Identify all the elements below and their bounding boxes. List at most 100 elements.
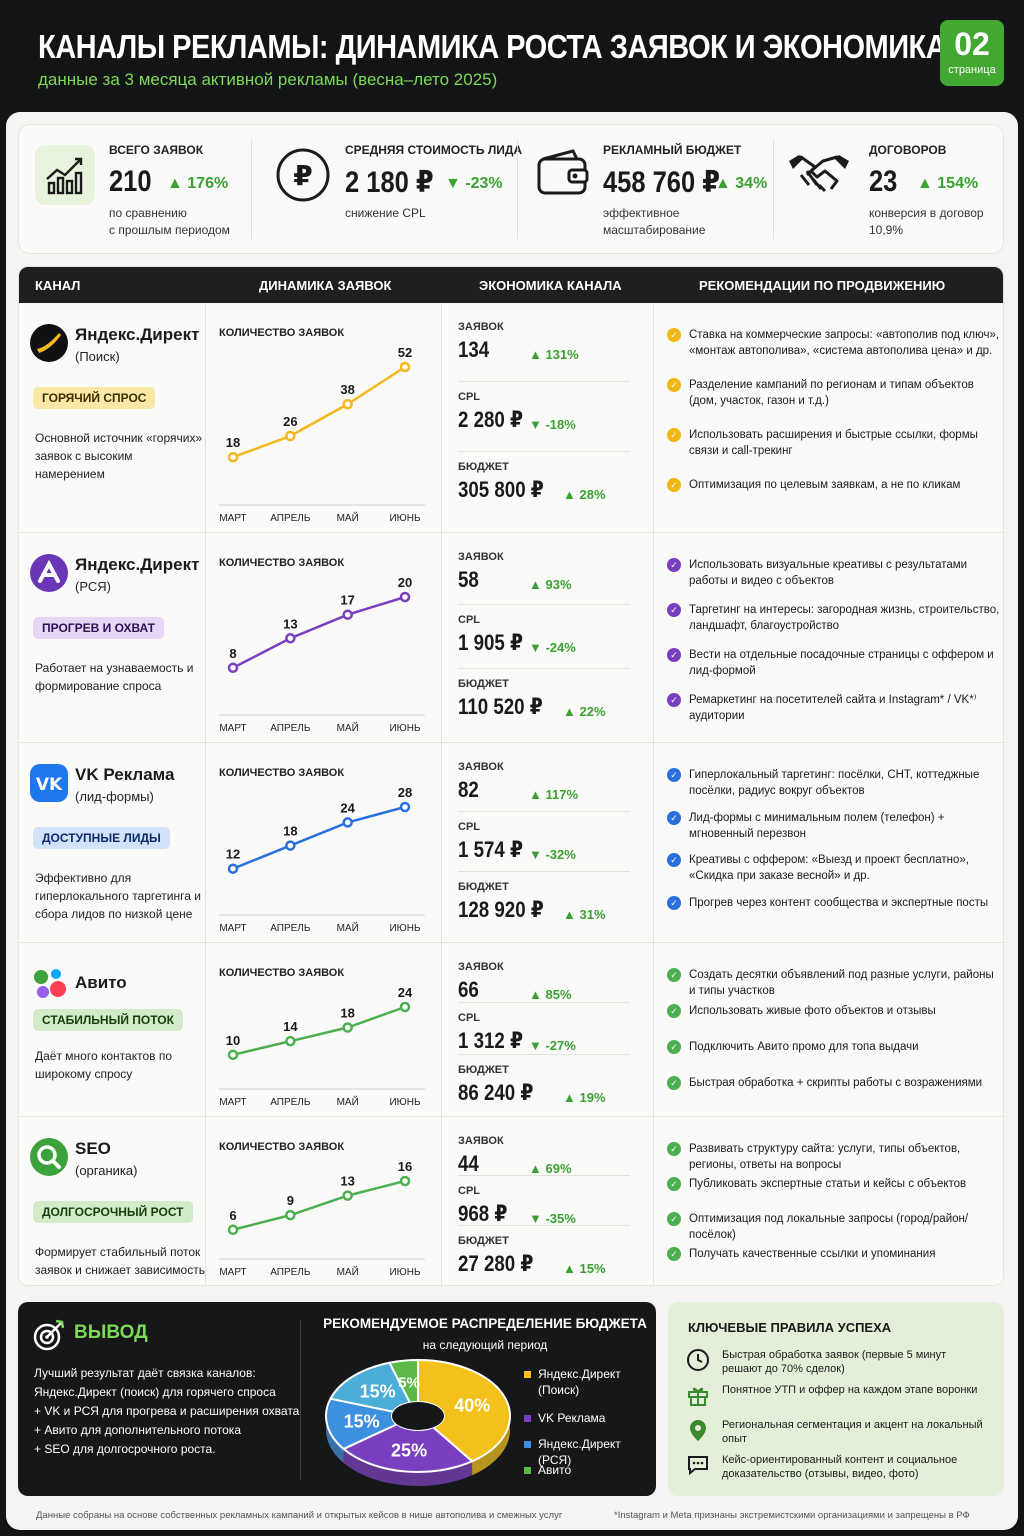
pie-slice-label: 5%: [398, 1375, 420, 1392]
channel-economics: ЗАЯВОК 44 ▲ 69% CPL 968 ₽ ▼ -35% БЮДЖЕТ 27 280 …: [443, 1117, 630, 1285]
chart-data-label: 52: [398, 345, 412, 360]
chart-title: КОЛИЧЕСТВО ЗАЯВОК: [219, 967, 345, 979]
eco-leads-change: ▲ 131%: [529, 347, 579, 362]
chart-point: [399, 361, 411, 373]
chart-data-label: 18: [283, 824, 297, 839]
eco-leads-label: ЗАЯВОК: [458, 761, 504, 773]
column-divider: [653, 303, 654, 532]
leads-chart: КОЛИЧЕСТВО ЗАЯВОК 6 МАРТ 9 АПРЕЛЬ 13 МАЙ 16 ИЮНЬ: [219, 1141, 429, 1281]
rule-text: Региональная сегментация и акцент на лок…: [722, 1419, 983, 1445]
kpi-value: 2 180 ₽: [345, 166, 434, 199]
kpi-change: ▼ -23%: [445, 175, 503, 192]
checkmark-icon: ✓: [667, 378, 681, 392]
recommendation-item: ✓ Разделение кампаний по регионам и типам…: [667, 377, 1003, 409]
column-divider: [441, 943, 442, 1116]
kpi-label: ВСЕГО ЗАЯВОК: [109, 143, 204, 157]
channel-logo-icon: [29, 963, 69, 1003]
table-row: Яндекс.Директ (Поиск) ГОРЯЧИЙ СПРОС Основно…: [19, 303, 1003, 533]
kpi-note: эффективное: [603, 206, 680, 220]
eco-separator: [458, 381, 630, 382]
channel-description: Формирует стабильный поток заявок и сниж…: [35, 1245, 205, 1285]
eco-leads-change: ▲ 85%: [529, 987, 572, 1002]
recommendation-item: ✓ Подключить Авито промо для топа выдачи: [667, 1039, 1003, 1055]
recommendation-item: ✓ Таргетинг на интересы: загородная жизнь…: [667, 602, 1003, 634]
chart-month-label: МАРТ: [219, 1267, 246, 1278]
chart-point: [227, 451, 239, 463]
chart-line: [232, 365, 406, 459]
ruble-icon: ₽: [273, 145, 333, 205]
channel-logo-icon: VK: [29, 763, 69, 803]
pie-slice-label: 15%: [360, 1381, 396, 1401]
column-divider: [441, 1117, 442, 1285]
chart-point: [285, 633, 296, 644]
chart-point: [285, 1209, 296, 1221]
recommendation-item: ✓ Вести на отдельные посадочные страницы …: [667, 647, 1003, 679]
legend-swatch: [524, 1371, 531, 1378]
recommendation-text: Ремаркетинг на посетителей сайта и Insta…: [689, 694, 977, 722]
recommendation-item: ✓ Публиковать экспертные статьи и кейсы с…: [667, 1176, 1003, 1192]
rules-title: КЛЮЧЕВЫЕ ПРАВИЛА УСПЕХА: [688, 1320, 892, 1335]
chart-data-label: 10: [226, 1033, 240, 1048]
pie-hole: [392, 1402, 444, 1430]
area-chart-svg: 10 МАРТ 14 АПРЕЛЬ 18 МАЙ 24 ИЮНЬ: [219, 985, 425, 1108]
eco-cpl-label: CPL: [458, 1185, 480, 1197]
eco-cpl-label: CPL: [458, 391, 480, 403]
chart-month-label: МАРТ: [219, 1097, 246, 1108]
eco-separator: [458, 1225, 630, 1226]
gift-icon: [686, 1383, 710, 1407]
eco-budget-change: ▲ 31%: [563, 907, 606, 922]
column-divider: [205, 743, 206, 942]
chart-month-label: АПРЕЛЬ: [270, 1267, 311, 1278]
chart-title: КОЛИЧЕСТВО ЗАЯВОК: [219, 327, 345, 339]
clock-icon: [686, 1348, 710, 1372]
conclusion-line: + Авито для дополнительного потока: [34, 1423, 241, 1437]
chart-month-label: АПРЕЛЬ: [270, 723, 311, 734]
recommendation-text: Получать качественные ссылки и упоминани…: [689, 1248, 936, 1260]
chart-month-label: МАРТ: [219, 723, 246, 734]
eco-cpl-label: CPL: [458, 614, 480, 627]
chart-point: [227, 1224, 239, 1235]
channel-recommendations: ✓ Использовать визуальные креативы с резу…: [667, 533, 1003, 743]
chart-point: [399, 1175, 411, 1187]
kpi-total-leads: ВСЕГО ЗАЯВОК 210 ▲ 176% по сравнению с пр…: [19, 125, 253, 255]
table-row: Яндекс.Директ (РСЯ) ПРОГРЕВ И ОХВАТ Работае…: [19, 533, 1003, 743]
chart-point: [285, 840, 296, 851]
chart-month-label: ИЮНЬ: [389, 513, 421, 524]
chart-point: [399, 1001, 411, 1013]
channel-name: SEO: [75, 1139, 111, 1158]
eco-cpl-value: 1 905 ₽: [458, 630, 524, 656]
checkmark-icon: ✓: [667, 558, 681, 572]
chart-point: [285, 1035, 296, 1047]
channel-logo-icon: [29, 553, 69, 593]
recommendation-text: Развивать структуру сайта: услуги, типы …: [689, 1143, 961, 1171]
eco-budget-label: БЮДЖЕТ: [458, 677, 509, 690]
chart-data-label: 13: [340, 1174, 354, 1189]
recommendation-item: ✓ Создать десятки объявлений под разные у…: [667, 967, 1003, 999]
recommendation-text: Разделение кампаний по регионам и типам …: [689, 379, 974, 407]
eco-budget-change: ▲ 15%: [563, 1261, 606, 1276]
recommendation-item: ✓ Ремаркетинг на посетителей сайта и Inst…: [667, 692, 1003, 724]
chart-area: [233, 1181, 405, 1259]
chart-line: [232, 595, 406, 669]
chart-month-label: ИЮНЬ: [389, 723, 421, 734]
chart-data-label: 14: [283, 1019, 298, 1034]
eco-separator: [458, 667, 630, 669]
channel-tag-badge: СТАБИЛЬНЫЙ ПОТОК: [33, 1009, 183, 1031]
eco-budget-value: 305 800 ₽: [458, 477, 544, 502]
eco-cpl-change: ▼ -24%: [529, 640, 576, 656]
rules-panel: КЛЮЧЕВЫЕ ПРАВИЛА УСПЕХА Быстрая обработк…: [668, 1302, 1004, 1496]
eco-budget-label: БЮДЖЕТ: [458, 461, 509, 473]
channel-subtitle: (Поиск): [75, 349, 120, 364]
leads-chart: КОЛИЧЕСТВО ЗАЯВОК 18 МАРТ 26 АПРЕЛЬ 38 МАЙ 52 ИЮ…: [219, 327, 429, 527]
kpi-contracts: ДОГОВОРОВ 23 ▲ 154% конверсия в договор 1…: [775, 125, 1005, 255]
chart-title: КОЛИЧЕСТВО ЗАЯВОК: [219, 1141, 345, 1153]
footer-disclaimer: *Instagram и Meta признаны экстремистски…: [614, 1510, 970, 1521]
chart-month-label: МАЙ: [337, 1265, 359, 1278]
recommendation-text: Оптимизация под локальные запросы (город…: [689, 1213, 969, 1241]
eco-budget-change: ▲ 28%: [563, 487, 606, 502]
eco-separator: [458, 451, 630, 452]
budget-title: РЕКОМЕНДУЕМОЕ РАСПРЕДЕЛЕНИЕ БЮДЖЕТА: [323, 1316, 647, 1331]
pie-slice-label: 15%: [344, 1411, 380, 1431]
recommendation-item: ✓ Прогрев через контент сообщества и эксп…: [667, 895, 1003, 911]
leads-chart: КОЛИЧЕСТВО ЗАЯВОК 10 МАРТ 14 АПРЕЛЬ 18 МАЙ 24 ИЮ…: [219, 967, 429, 1111]
